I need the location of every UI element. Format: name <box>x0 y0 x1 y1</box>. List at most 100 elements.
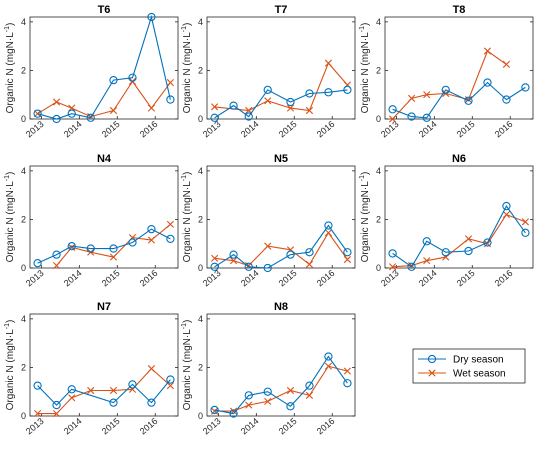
legend-dry-label: Dry season <box>453 355 504 366</box>
x-tick-label: 2015 <box>455 268 477 289</box>
y-axis-label: Organic N (mgN·L-1) <box>181 320 193 411</box>
x-tick-label: 2013 <box>201 119 223 140</box>
panel-title: N5 <box>274 153 288 165</box>
dry-season-marker <box>244 262 253 271</box>
panel-n5: N5 0 2 4 2013 2014 2015 2016 Organic N (mgN·L-1) <box>181 153 356 289</box>
x-tick-label: 2014 <box>62 268 84 289</box>
dry-season-marker <box>244 112 253 121</box>
y-tick-label: 0 <box>198 263 203 273</box>
wet-season-marker <box>305 260 314 268</box>
dry-season-marker <box>244 391 253 400</box>
wet-season-marker <box>166 382 174 390</box>
x-tick-label: 2015 <box>100 416 122 437</box>
dry-season-marker <box>147 224 156 234</box>
x-tick-label: 2015 <box>277 268 299 289</box>
wet-season-marker <box>521 218 529 226</box>
wet-season-marker <box>343 367 351 375</box>
panel-title: N4 <box>97 153 112 165</box>
y-tick-label: 0 <box>21 263 26 273</box>
dry-season-marker <box>109 244 118 253</box>
y-tick-label: 2 <box>198 362 203 372</box>
dry-season-marker <box>52 250 61 259</box>
x-tick-label: 2013 <box>201 416 223 437</box>
wet-season-marker <box>109 253 118 261</box>
y-tick-label: 0 <box>376 263 381 273</box>
y-tick-label: 4 <box>198 314 203 324</box>
dry-season-marker <box>128 380 137 389</box>
panel-title: N8 <box>274 301 288 313</box>
x-tick-label: 2016 <box>138 268 160 289</box>
dry-season-marker <box>521 228 530 237</box>
wet-season-marker <box>324 362 333 370</box>
x-tick-label: 2014 <box>239 268 261 289</box>
x-tick-label: 2013 <box>24 268 46 289</box>
dry-season-marker <box>67 109 76 118</box>
panel-t6: T6 0 2 4 2013 2014 2015 2016 Organic N (mgN·L-1) <box>4 4 179 140</box>
legend: Dry season Wet season <box>412 348 526 384</box>
dry-season-marker <box>86 113 95 122</box>
x-tick-label: 2014 <box>417 268 439 289</box>
x-tick-label: 2013 <box>24 416 46 437</box>
wet-season-marker <box>389 115 397 123</box>
wet-season-marker <box>52 98 61 106</box>
dry-season-marker <box>33 109 42 118</box>
wet-season-marker <box>324 229 333 237</box>
y-tick-label: 4 <box>376 166 381 176</box>
dry-season-marker <box>67 385 76 394</box>
x-tick-label: 2014 <box>62 119 84 140</box>
panel-title: N6 <box>452 153 466 165</box>
dry-season-marker <box>407 112 416 121</box>
y-tick-label: 4 <box>21 17 26 27</box>
dry-season-marker <box>67 241 76 251</box>
dry-season-marker <box>441 85 450 95</box>
axes-box <box>29 16 179 120</box>
y-axis-label: Organic N (mgN·L-1) <box>4 23 16 114</box>
y-tick-label: 2 <box>21 362 26 372</box>
dry-season-marker <box>286 97 295 107</box>
y-tick-label: 4 <box>21 314 26 324</box>
panel-n7: N7 0 2 4 2013 2014 2015 2016 Organic N (mgN·L-1) <box>4 301 179 437</box>
dry-season-marker <box>388 249 397 258</box>
dry-season-marker <box>464 246 473 256</box>
dry-season-marker <box>229 101 238 110</box>
x-tick-label: 2014 <box>62 416 84 437</box>
dry-season-marker <box>263 387 272 396</box>
dry-season-marker <box>502 201 511 211</box>
wet-season-marker <box>245 401 253 409</box>
legend-dry-marker <box>427 354 437 364</box>
wet-season-marker <box>305 106 314 115</box>
x-tick-label: 2016 <box>493 119 515 140</box>
x-tick-label: 2016 <box>315 119 337 140</box>
dry-season-marker <box>324 221 333 230</box>
y-tick-label: 0 <box>21 411 26 421</box>
wet-season-marker <box>502 210 511 219</box>
x-tick-label: 2016 <box>138 416 160 437</box>
dry-season-marker <box>483 78 492 87</box>
y-axis-label: Organic N (mgN·L-1) <box>359 23 371 114</box>
x-tick-label: 2014 <box>239 119 261 140</box>
dry-season-marker <box>422 113 431 122</box>
y-tick-label: 2 <box>376 65 381 75</box>
y-tick-label: 4 <box>21 166 26 176</box>
dry-season-marker <box>422 237 431 246</box>
dry-season-marker <box>305 89 314 98</box>
wet-season-marker <box>389 263 397 271</box>
dry-season-marker <box>128 73 137 82</box>
axes-box <box>206 165 356 269</box>
y-tick-label: 2 <box>198 65 203 75</box>
wet-season-marker <box>264 97 272 105</box>
panel-n8: N8 0 2 4 2013 2014 2015 2016 Organic N (mgN·L-1) <box>181 301 356 437</box>
dry-season-marker <box>52 114 61 124</box>
dry-season-marker <box>441 248 450 257</box>
x-tick-label: 2016 <box>315 268 337 289</box>
dry-season-marker <box>52 400 61 410</box>
wet-season-marker <box>109 386 118 395</box>
wet-season-marker <box>34 409 42 418</box>
x-tick-label: 2016 <box>138 119 160 140</box>
wet-season-marker <box>502 60 511 68</box>
dry-season-marker <box>286 402 295 411</box>
dry-season-marker <box>33 381 42 390</box>
panel-t7: T7 0 2 4 2013 2014 2015 2016 Organic N (mgN·L-1) <box>181 4 356 140</box>
